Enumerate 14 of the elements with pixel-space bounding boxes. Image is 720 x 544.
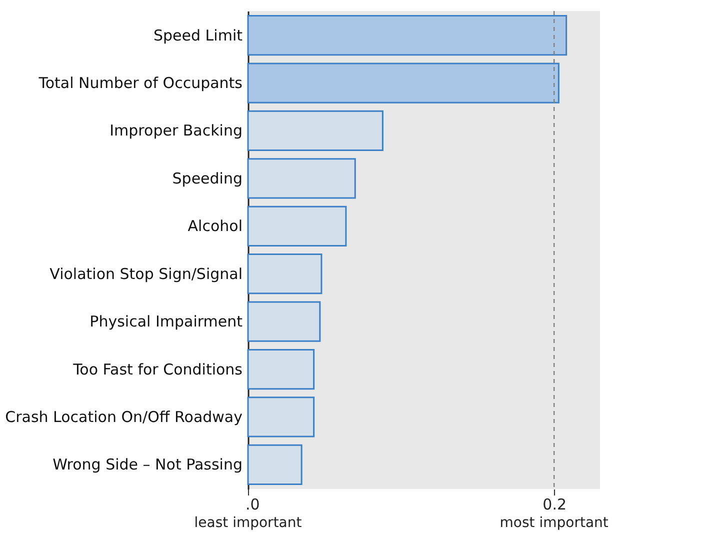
- x-tick-label: .0: [246, 496, 260, 514]
- y-tick-label: Alcohol: [188, 217, 242, 236]
- y-tick-label: Speeding: [172, 169, 242, 188]
- y-tick-label: Wrong Side – Not Passing: [52, 456, 242, 474]
- y-tick-label: Speed Limit: [154, 26, 243, 44]
- y-tick-label: Total Number of Occupants: [38, 74, 243, 92]
- y-tick-label: Physical Impairment: [90, 312, 243, 331]
- y-tick-label: Violation Stop Sign/Signal: [50, 264, 242, 283]
- text: least important: [194, 515, 302, 531]
- text: most important: [500, 515, 609, 531]
- y-tick-label: Improper Backing: [110, 122, 242, 140]
- x-tick-label: 0.2: [542, 496, 567, 514]
- y-tick-label: Crash Location On/Off Roadway: [5, 408, 243, 426]
- y-tick-label: Too Fast for Conditions: [72, 360, 243, 378]
